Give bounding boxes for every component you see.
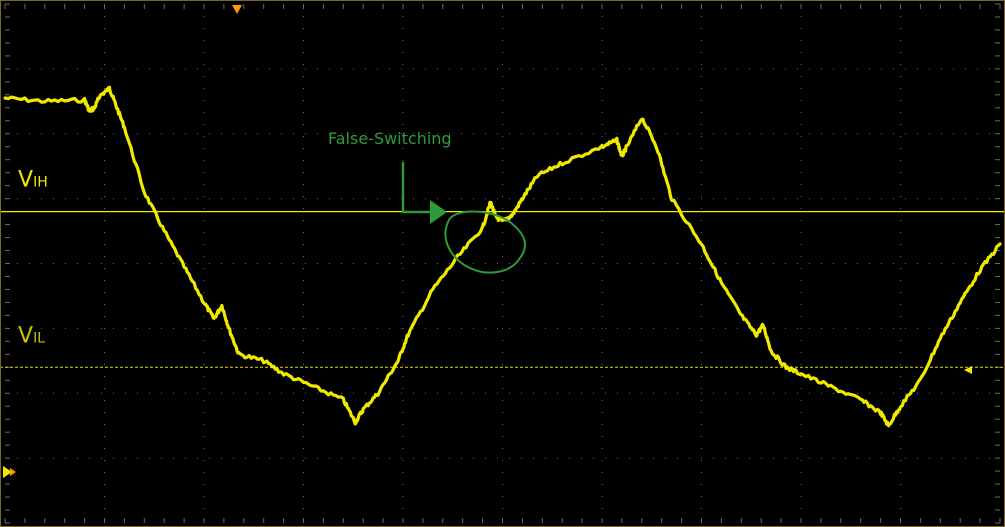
annotation-group: False-Switching — [328, 129, 526, 274]
trigger-level-marker — [964, 366, 972, 374]
edge-markers — [3, 5, 972, 478]
threshold-lines: VIH VIL — [0, 168, 1005, 368]
threshold-label-ih: VIH — [18, 168, 48, 193]
channel-ground-marker-inner — [10, 468, 16, 476]
highlight-circle — [444, 210, 526, 274]
trigger-position-marker — [232, 5, 242, 14]
threshold-label-il: VIL — [18, 323, 45, 348]
false-switching-label: False-Switching — [328, 129, 452, 148]
channel-ground-marker — [3, 466, 12, 478]
annotation-arrowhead — [430, 200, 447, 224]
annotation-arrow — [401, 162, 432, 214]
